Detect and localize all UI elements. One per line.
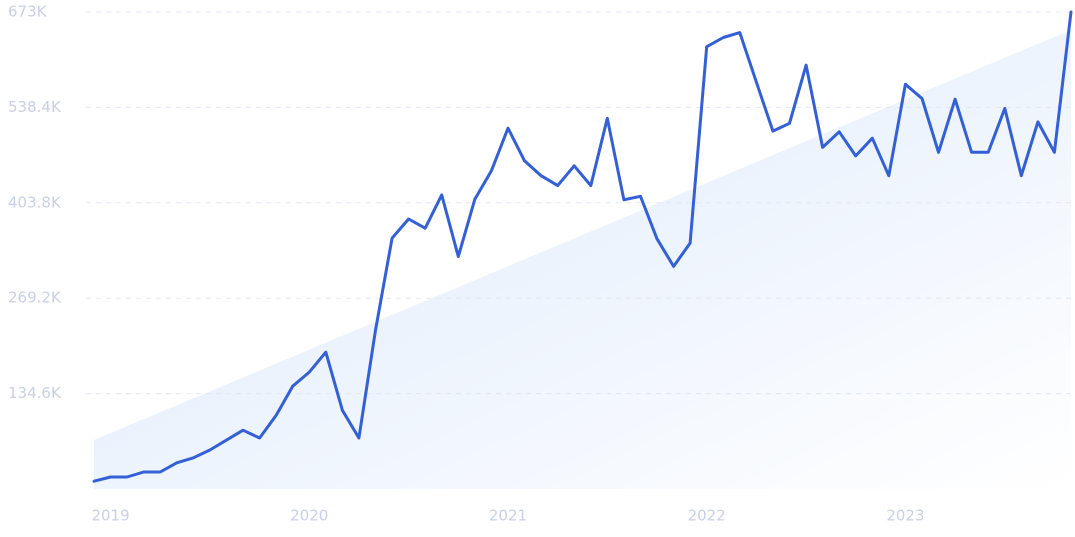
y-tick-label: 269.2K <box>8 289 62 307</box>
x-tick-label: 2021 <box>489 507 527 525</box>
y-tick-label: 134.6K <box>8 384 62 402</box>
y-tick-label: 538.4K <box>8 98 62 116</box>
x-tick-label: 2020 <box>290 507 328 525</box>
x-tick-label: 2022 <box>688 507 726 525</box>
line <box>92 10 1073 483</box>
y-tick-label: 673K <box>8 3 48 21</box>
trend-band <box>94 30 1071 489</box>
x-tick-label: 2023 <box>886 507 924 525</box>
x-tick-label: 2019 <box>91 507 129 525</box>
y-tick-label: 403.8K <box>8 193 62 211</box>
